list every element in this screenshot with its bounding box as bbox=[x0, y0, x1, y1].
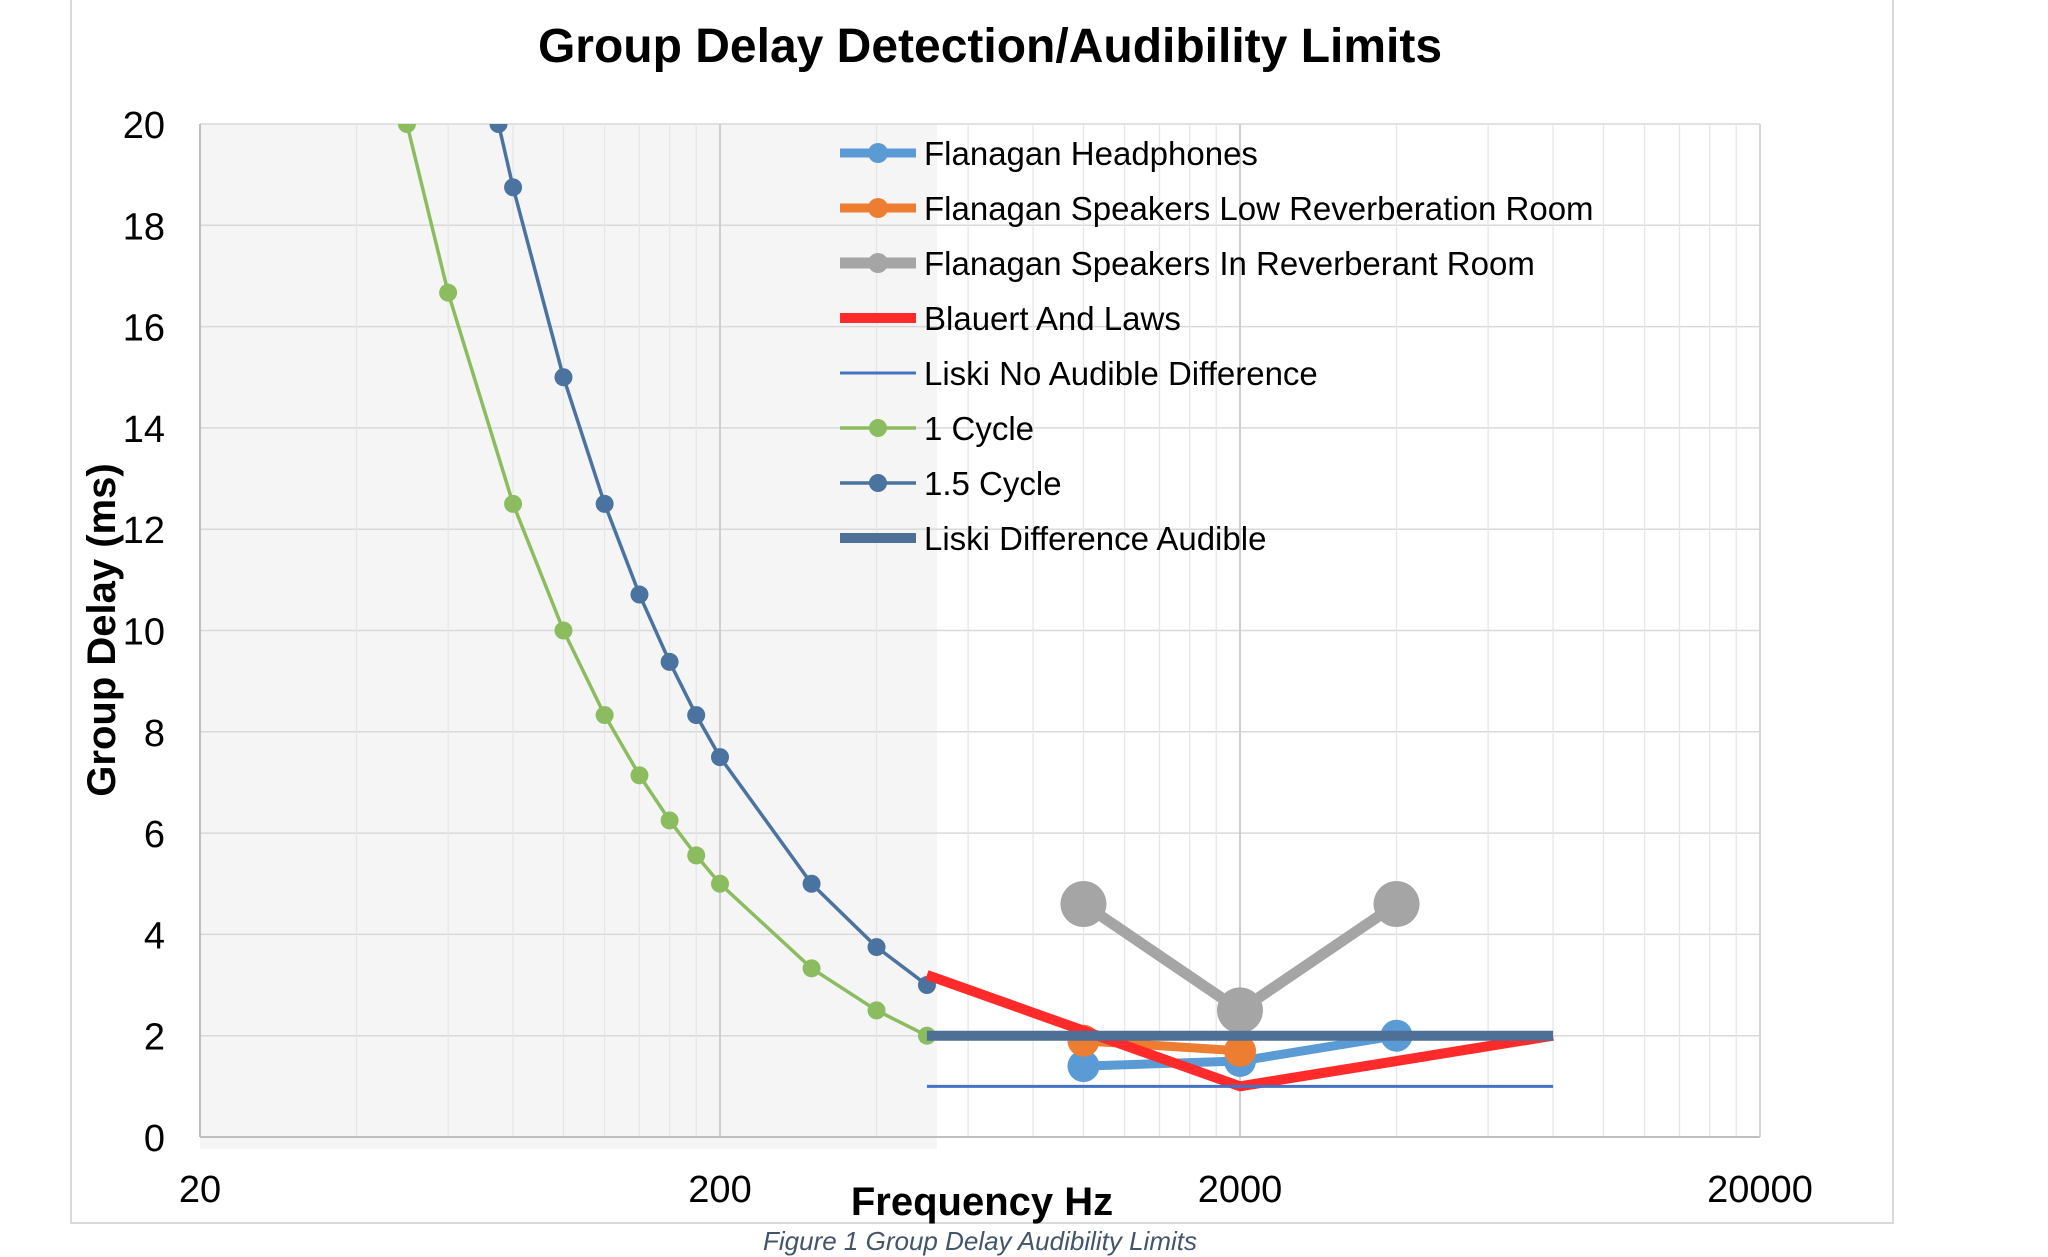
data-point-1-5-cycle bbox=[687, 706, 706, 725]
legend-label: Liski Difference Audible bbox=[924, 520, 1266, 557]
data-point-1-cycle bbox=[397, 124, 416, 133]
legend-entry-liski-no-audible-difference: Liski No Audible Difference bbox=[840, 355, 1318, 392]
y-tick-label: 2 bbox=[144, 1017, 165, 1059]
grid-lines bbox=[200, 123, 1761, 1138]
data-point-1-cycle bbox=[439, 283, 458, 302]
y-tick-label: 16 bbox=[123, 308, 165, 350]
legend-label: 1.5 Cycle bbox=[924, 465, 1062, 502]
tick-labels: 0 2 4 6 8 10 12 14 16 18 20 20 200 2000 20000 bbox=[123, 105, 1813, 1211]
y-tick-label: 20 bbox=[123, 105, 165, 147]
y-tick-label: 12 bbox=[123, 510, 165, 552]
data-point-1-5-cycle bbox=[711, 748, 729, 767]
legend-entry-1-cycle: 1 Cycle bbox=[840, 410, 1034, 447]
legend-label: Liski No Audible Difference bbox=[924, 355, 1318, 392]
legend-entry-flanagan-speakers-in-reverberant-room: Flanagan Speakers In Reverberant Room bbox=[840, 245, 1535, 282]
y-tick-label: 18 bbox=[123, 206, 165, 248]
legend-marker bbox=[868, 143, 888, 163]
y-tick-label: 8 bbox=[144, 713, 165, 755]
y-tick-label: 10 bbox=[123, 612, 165, 654]
legend-entry-1-5-cycle: 1.5 Cycle bbox=[840, 465, 1062, 502]
y-tick-label: 0 bbox=[144, 1118, 165, 1160]
legend-entry-liski-difference-audible: Liski Difference Audible bbox=[840, 520, 1266, 557]
legend-label: 1 Cycle bbox=[924, 410, 1034, 447]
x-tick-label: 200 bbox=[688, 1169, 751, 1211]
chart-frame bbox=[70, 0, 1894, 1224]
series-flanagan-speakers-in-reverberant-room bbox=[1060, 881, 1420, 1034]
data-point-flanagan-speakers-in-reverberant-room bbox=[1217, 987, 1263, 1034]
series-1-5-cycle bbox=[489, 124, 936, 995]
chart-title: Group Delay Detection/Audibility Limits bbox=[538, 20, 1442, 73]
data-point-1-cycle bbox=[711, 874, 729, 893]
figure-caption: Figure 1 Group Delay Audibility Limits bbox=[763, 1226, 1197, 1256]
data-point-1-5-cycle bbox=[630, 585, 649, 604]
y-tick-label: 14 bbox=[123, 409, 165, 451]
legend-marker bbox=[869, 419, 887, 437]
legend-entry-blauert-and-laws: Blauert And Laws bbox=[840, 300, 1181, 337]
axes bbox=[199, 124, 1761, 1138]
y-tick-label: 6 bbox=[144, 814, 165, 856]
data-point-1-cycle bbox=[802, 959, 821, 978]
data-point-1-5-cycle bbox=[867, 938, 886, 957]
data-point-1-cycle bbox=[554, 621, 573, 640]
legend-label: Flanagan Speakers In Reverberant Room bbox=[924, 245, 1535, 282]
y-axis-label: Group Delay (ms) bbox=[80, 463, 124, 796]
data-point-1-5-cycle bbox=[504, 178, 523, 197]
legend: Flanagan Headphones Flanagan Speakers Low… bbox=[840, 135, 1594, 557]
data-point-1-cycle bbox=[504, 494, 523, 513]
legend-marker bbox=[868, 198, 888, 218]
data-point-1-5-cycle bbox=[595, 494, 614, 513]
legend-label: Flanagan Headphones bbox=[924, 135, 1258, 172]
data-point-flanagan-speakers-in-reverberant-room bbox=[1373, 881, 1420, 928]
data-point-1-5-cycle bbox=[489, 124, 508, 133]
legend-entry-flanagan-headphones: Flanagan Headphones bbox=[840, 135, 1258, 172]
series-layer bbox=[397, 124, 1554, 1092]
data-point-1-5-cycle bbox=[660, 652, 679, 671]
legend-label: Blauert And Laws bbox=[924, 300, 1181, 337]
series-line-1-cycle bbox=[405, 124, 928, 1038]
legend-marker bbox=[868, 253, 888, 273]
data-point-1-cycle bbox=[660, 811, 679, 830]
data-point-flanagan-headphones bbox=[1067, 1050, 1100, 1083]
x-tick-label: 20 bbox=[179, 1169, 221, 1211]
data-point-1-cycle bbox=[687, 846, 706, 865]
series-1-cycle bbox=[397, 124, 936, 1045]
legend-marker bbox=[869, 474, 887, 492]
legend-label: Flanagan Speakers Low Reverberation Room bbox=[924, 190, 1594, 227]
x-tick-label: 20000 bbox=[1707, 1169, 1813, 1211]
data-point-flanagan-speakers-in-reverberant-room bbox=[1060, 881, 1107, 928]
data-point-1-5-cycle bbox=[802, 874, 821, 893]
x-axis-label: Frequency Hz bbox=[851, 1180, 1113, 1224]
data-point-1-cycle bbox=[595, 706, 614, 725]
legend-entry-flanagan-speakers-low-reverberation-room: Flanagan Speakers Low Reverberation Room bbox=[840, 190, 1594, 227]
y-tick-label: 4 bbox=[144, 915, 165, 957]
x-tick-label: 2000 bbox=[1198, 1169, 1283, 1211]
data-point-1-5-cycle bbox=[554, 368, 573, 387]
data-point-1-cycle bbox=[630, 766, 649, 785]
data-point-1-cycle bbox=[867, 1001, 886, 1020]
data-point-flanagan-speakers-low-reverberation-room bbox=[1224, 1034, 1256, 1067]
